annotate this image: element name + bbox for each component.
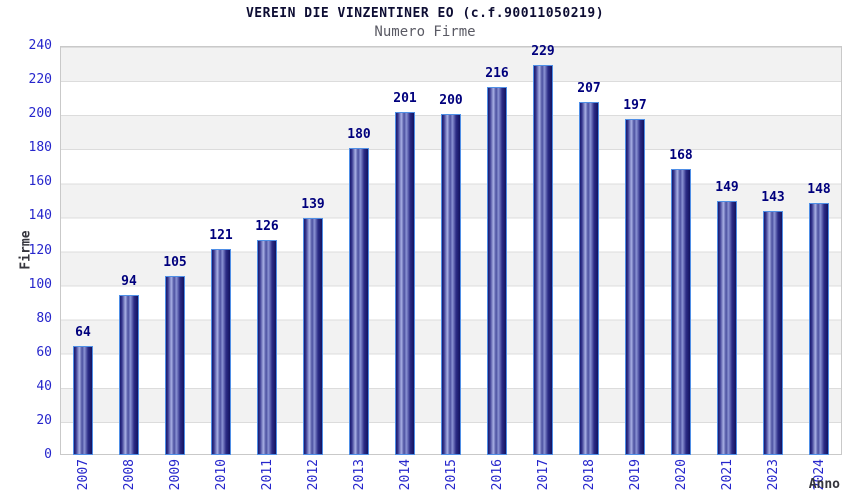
y-tick-label: 80 [36,310,52,326]
bar-value-label: 121 [209,227,233,243]
bar-value-label: 200 [439,93,463,109]
x-tick-label: 2012 [290,459,336,500]
bar-value-label: 168 [669,147,693,163]
y-tick-label: 100 [28,276,52,292]
x-tick-text: 2010 [213,459,229,491]
bar-value-label: 207 [577,81,601,97]
bar-value-label: 64 [75,324,91,340]
bar-value-label: 148 [807,181,831,197]
y-tick-label: 60 [36,344,52,360]
bar-value-label: 197 [623,98,647,114]
x-tick-text: 2016 [489,459,505,491]
bar [533,64,553,455]
x-tick-label: 2008 [106,459,152,500]
x-tick-label: 2016 [474,459,520,500]
x-tick-text: 2007 [75,459,91,491]
y-tick-label: 40 [36,378,52,394]
bar [579,102,599,455]
bar [763,211,783,455]
x-tick-label: 2014 [382,459,428,500]
bar [303,218,323,455]
y-tick-label: 200 [28,106,52,122]
bar [809,202,829,455]
x-tick-label: 2023 [750,459,796,500]
x-tick-label: 2015 [428,459,474,500]
bar-value-label: 180 [347,127,371,143]
x-tick-label: 2021 [704,459,750,500]
x-tick-text: 2015 [443,459,459,491]
x-tick-text: 2009 [167,459,183,491]
x-tick-label: 2019 [612,459,658,500]
x-tick-label: 2011 [244,459,290,500]
x-tick-text: 2013 [351,459,367,491]
x-tick-label: 2010 [198,459,244,500]
y-tick-label: 120 [28,242,52,258]
bar [119,294,139,455]
x-tick-text: 2008 [121,459,137,491]
bar [211,248,231,455]
bar-value-label: 149 [715,180,739,196]
x-axis-title: Anno [808,477,840,492]
bar [73,345,93,455]
x-tick-text: 2011 [259,459,275,491]
y-tick-label: 240 [28,38,52,53]
x-tick-text: 2021 [719,459,735,491]
x-tick-text: 2018 [581,459,597,491]
x-tick-text: 2012 [305,459,321,491]
bar-value-label: 143 [761,190,785,206]
bar [671,168,691,455]
bar-value-label: 229 [531,43,555,59]
y-tick-label: 140 [28,208,52,224]
bar-value-label: 126 [255,219,279,235]
bar-value-label: 105 [163,255,187,271]
y-tick-label: 0 [44,447,52,462]
x-tick-text: 2017 [535,459,551,491]
bar [349,148,369,455]
x-tick-label: 2020 [658,459,704,500]
x-tick-text: 2014 [397,459,413,491]
bar [257,240,277,455]
chart-subtitle: Numero Firme [374,24,476,40]
x-tick-text: 2023 [765,459,781,491]
y-tick-label: 20 [36,412,52,428]
x-tick-label: 2013 [336,459,382,500]
chart-title: VEREIN DIE VINZENTINER EO (c.f.900110502… [245,6,605,21]
x-tick-label: 2017 [520,459,566,500]
x-tick-text: 2020 [673,459,689,491]
y-tick-label: 220 [28,72,52,88]
y-tick-label: 180 [28,140,52,156]
bar-value-label: 139 [301,197,325,213]
bar [717,201,737,455]
bar [165,276,185,455]
x-tick-label: 2007 [60,459,106,500]
bar-value-label: 201 [393,91,417,107]
bar-value-label: 216 [485,65,509,81]
x-tick-label: 2018 [566,459,612,500]
bar-value-label: 94 [121,273,137,289]
x-tick-text: 2019 [627,459,643,491]
bar [441,114,461,455]
y-tick-label: 160 [28,174,52,190]
bar [625,119,645,455]
bar [395,112,415,455]
x-tick-label: 2009 [152,459,198,500]
y-axis-title: Firme [18,230,34,270]
bar [487,86,507,455]
